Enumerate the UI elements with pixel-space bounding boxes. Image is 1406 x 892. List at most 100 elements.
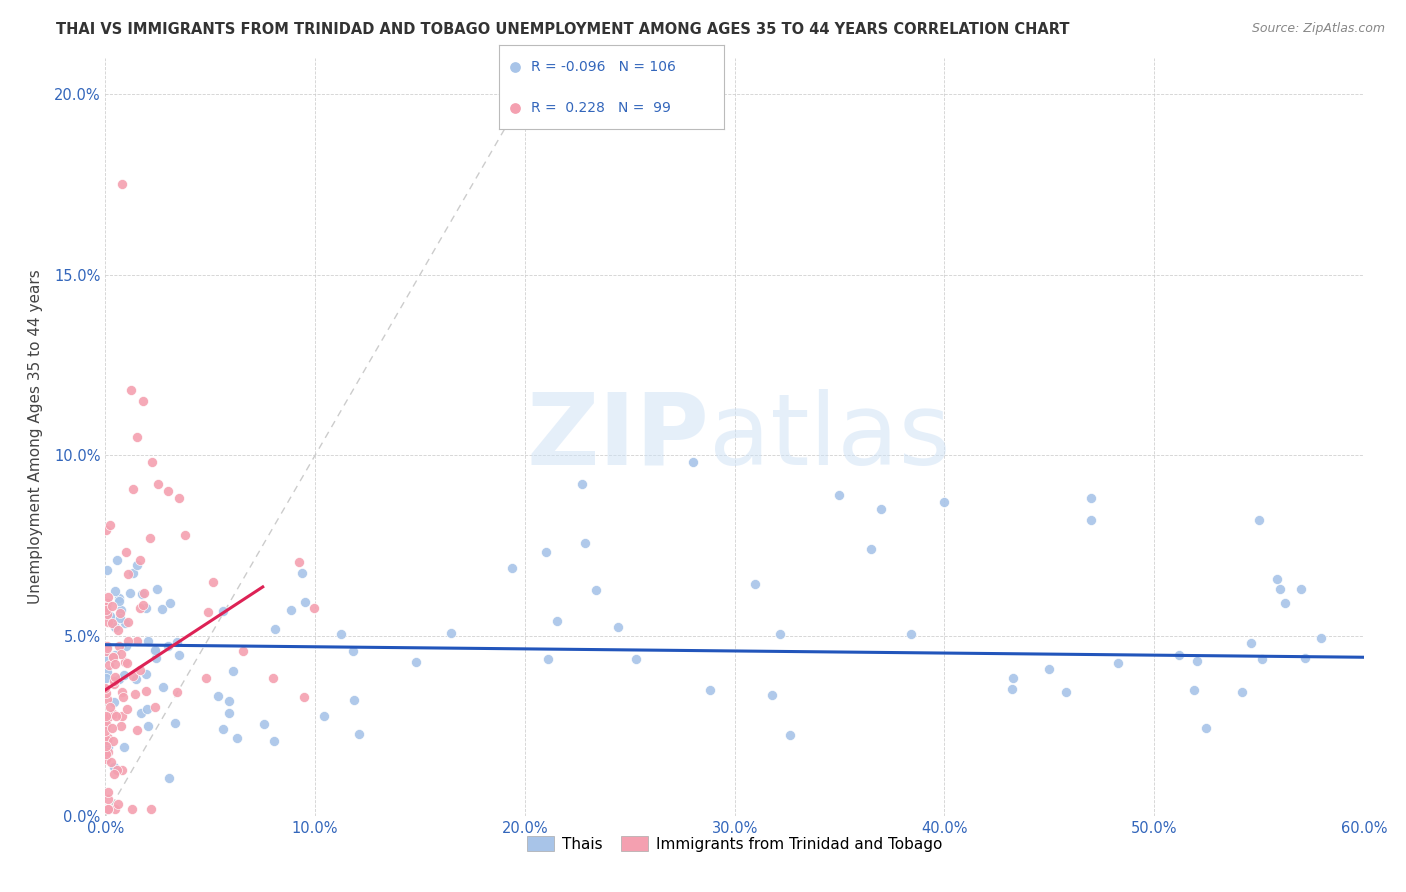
Point — [828, 488, 851, 502]
Point — [128, 663, 150, 677]
Point — [103, 695, 125, 709]
Point — [120, 383, 142, 397]
Point — [108, 672, 131, 686]
Point — [111, 763, 134, 777]
Point — [222, 664, 245, 678]
Point — [110, 647, 132, 661]
Point — [143, 700, 166, 714]
Point — [128, 553, 150, 567]
Point — [157, 484, 180, 499]
Point — [97, 657, 120, 672]
Point — [537, 652, 560, 666]
Point — [779, 728, 801, 742]
Point — [96, 739, 118, 753]
Point — [135, 683, 157, 698]
Point — [347, 727, 370, 741]
Point — [1054, 685, 1077, 699]
Point — [503, 61, 526, 75]
Point — [105, 763, 128, 777]
Point — [94, 752, 117, 766]
Point — [329, 627, 352, 641]
Point — [96, 665, 118, 679]
Point — [207, 689, 229, 703]
Point — [115, 639, 138, 653]
Point — [546, 614, 568, 628]
Point — [1080, 491, 1102, 506]
Point — [218, 694, 240, 708]
Point — [294, 595, 316, 609]
Point — [100, 756, 122, 770]
Point — [288, 555, 311, 569]
Point — [232, 643, 254, 657]
Point — [699, 683, 721, 698]
Point — [96, 563, 118, 577]
Point — [97, 739, 120, 754]
Point — [1247, 513, 1270, 527]
Point — [107, 623, 129, 637]
Point — [1038, 662, 1060, 676]
Point — [1294, 651, 1316, 665]
Point — [98, 699, 121, 714]
Point — [98, 608, 121, 623]
Point — [302, 601, 325, 615]
Point — [101, 599, 124, 614]
Point — [94, 747, 117, 762]
Point — [96, 671, 118, 685]
Point — [96, 685, 118, 699]
Point — [263, 734, 285, 748]
Point — [97, 792, 120, 806]
Point — [143, 644, 166, 658]
Point — [96, 596, 118, 610]
Point — [112, 667, 135, 681]
Point — [585, 583, 607, 598]
Point — [94, 598, 117, 612]
Point — [96, 639, 118, 653]
Point — [117, 634, 139, 648]
Point — [101, 734, 124, 748]
Point — [101, 649, 124, 664]
Point — [1002, 671, 1025, 685]
Point — [624, 651, 647, 665]
Point — [146, 582, 169, 596]
Point — [104, 657, 127, 671]
Point — [103, 767, 125, 781]
Point — [139, 531, 162, 545]
Point — [104, 648, 127, 663]
Point — [131, 587, 153, 601]
Point — [1310, 631, 1333, 645]
Point — [860, 542, 883, 557]
Point — [312, 709, 335, 723]
Point — [280, 602, 302, 616]
Point — [96, 603, 118, 617]
Point — [501, 561, 523, 575]
Point — [117, 566, 139, 581]
Point — [141, 455, 163, 469]
Point — [104, 620, 127, 634]
Point — [127, 723, 149, 737]
Point — [1289, 582, 1312, 596]
Point — [129, 600, 152, 615]
Point — [97, 802, 120, 816]
Point — [264, 622, 287, 636]
Point — [125, 430, 148, 444]
Point — [146, 477, 169, 491]
Point — [769, 626, 792, 640]
Point — [124, 687, 146, 701]
Point — [163, 716, 186, 731]
Point — [157, 640, 180, 654]
Point — [132, 586, 155, 600]
Point — [104, 583, 127, 598]
Point — [96, 607, 118, 622]
Point — [94, 717, 117, 731]
Point — [127, 634, 149, 648]
Point — [103, 670, 125, 684]
Point — [291, 566, 314, 580]
Point — [1001, 681, 1024, 696]
Point — [101, 649, 124, 664]
Point — [98, 517, 121, 532]
Point — [97, 785, 120, 799]
Point — [136, 719, 159, 733]
Point — [132, 394, 155, 409]
Point — [166, 635, 188, 649]
Point — [194, 671, 217, 685]
